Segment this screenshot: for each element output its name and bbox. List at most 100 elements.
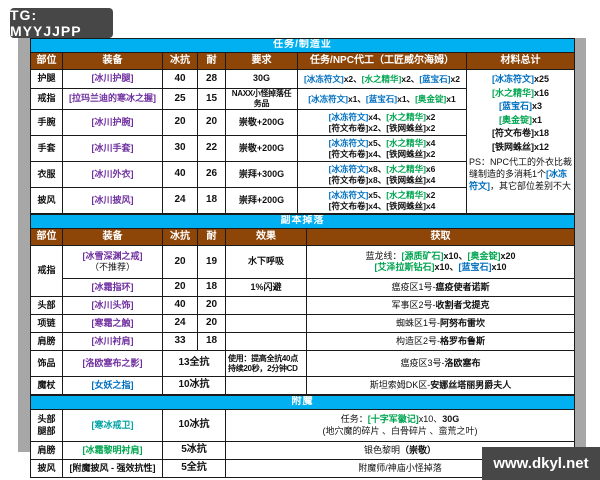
frost-resist-cell: 30 [162,135,198,162]
col-header-equipment: 装备 [62,52,163,70]
requirement-cell: 崇敬+200G [225,135,298,162]
table-row: 披风 [冰川披风] 24 18 崇拜+200G [冰冻符文]x5、[水之精华]x… [30,187,575,214]
item-cell: [冰雪深渊之戒] （不推荐） [62,245,163,279]
effect-cell [225,314,307,333]
section-title-quest-crafting: 任务/制造业 [29,38,576,53]
slot-cell: 披风 [30,187,63,214]
table-row: 任务/制造业 [29,38,576,53]
col-header-material-total: 材料总计 [465,52,576,70]
table-row: 头部 腿部 [寒冰戒卫] 10冰抗 任务：[十字军徽记]x10、30G (地穴魔的碎… [30,409,575,442]
stamina-cell: 18 [197,278,226,297]
materials-total-cell: [冰冻符文]x25 [水之精华]x16 [蓝宝石]x3 [奥金锭]x1 [符文布卷]x1… [465,69,576,214]
slot-cell: 头部 [30,296,63,315]
enchants-table: 附魔 头部 腿部 [寒冰戒卫] 10冰抗 任务：[十字军徽记]x10、30G (地穴… [30,395,575,478]
table-row: 副本掉落 [30,214,575,229]
item-cell: [冰川披风] [62,187,163,214]
obtain-cell: 任务：[十字军徽记]x10、30G (地穴魔的碎片 、白骨碎片 、蛮荒之叶) [225,409,575,442]
stamina-cell: 15 [197,88,226,110]
col-header-frost-resist: 冰抗 [162,52,198,70]
col-header-slot: 部位 [30,228,63,246]
obtain-cell: 瘟疫区3号-洛欧塞布 [306,350,575,377]
section-title-dungeon-drops: 副本掉落 [30,214,575,229]
obtain-cell: 军事区2号-收割者戈提克 [306,296,575,315]
col-header-equipment: 装备 [62,228,163,246]
effect-cell: 1%闪避 [225,278,307,297]
item-cell: [冰川衬肩] [62,332,163,351]
slot-cell: 头部 腿部 [30,409,63,442]
col-header-frost-resist: 冰抗 [162,228,198,246]
slot-cell: 护腿 [30,69,63,89]
requirement-cell: 崇拜+200G [225,187,298,214]
table-row: 戒指 [冰雪深渊之戒] （不推荐） 20 19 水下呼吸 蓝龙线：[源质矿石]x1… [30,245,575,297]
item-cell: [冰川护腿] [62,69,163,89]
requirement-cell: NAXX小怪掉落任务品 [225,88,298,110]
table-row: [冰霜指环] 20 18 1%闪避 瘟疫区1号-瘟疫使者诺斯 [31,278,575,297]
frost-resist-cell: 40 [162,161,198,188]
table-row: 肩膀 [冰川衬肩] 33 18 构造区2号-格罗布鲁斯 [30,332,575,351]
frost-resist-gear-tables: 任务/制造业 部位 装备 冰抗 耐 要求 任务/NPC代工（工匠威尔海姆） 材料… [29,38,576,478]
requirement-cell: 崇拜+300G [225,161,298,188]
stamina-cell: 28 [197,69,226,89]
effect-cell: 使用：提高全抗40点 持续20秒，2分钟CD [225,350,307,377]
item-cell: [冰川手套] [62,135,163,162]
dungeon-drops-table: 副本掉落 部位 装备 冰抗 耐 效果 获取 戒指 [冰雪深渊之戒] （不推荐） 2… [30,214,575,395]
materials-total-list: [冰冻符文]x25 [水之精华]x16 [蓝宝石]x3 [奥金锭]x1 [符文布卷]x1… [492,74,550,152]
item-cell: [冰川头饰] [62,296,163,315]
obtain-cell: 瘟疫区1号-瘟疫使者诺斯 [306,278,575,297]
slot-cell: 项链 [30,314,63,333]
effect-cell [225,332,307,351]
table-row: 部位 装备 冰抗 耐 要求 任务/NPC代工（工匠威尔海姆） 材料总计 [30,52,576,70]
slot-cell: 魔杖 [30,376,63,395]
slot-cell: 戒指 [30,245,63,297]
resist-all-cell: 10冰抗 [162,376,226,395]
item-cell: [寒霜之触] [62,314,163,333]
frost-resist-cell: 24 [162,187,198,214]
stamina-cell: 19 [197,245,226,279]
table-row: 护腿 [冰川护腿] 40 28 30G [冰冻符文]x2、[水之精华]x2、[蓝… [30,69,576,214]
right-gray-strip [574,38,586,466]
materials-cell: [冰冻符文]x8、[水之精华]x6 [符文布卷]x8、[铁网蛛丝]x4 [297,161,467,188]
stamina-cell: 22 [197,135,226,162]
effect-cell [225,376,307,395]
item-cell: [冰霜指环] [62,278,163,297]
frost-resist-cell: 20 [162,278,198,297]
resist-value-cell: 5冰抗 [162,441,226,460]
item-cell: [冰川外衣] [62,161,163,188]
table-row: 戒指 [拉玛兰迪的寒冰之握] 25 15 NAXX小怪掉落任务品 [冰冻符文]x… [30,88,575,110]
obtain-cell: 蜘蛛区1号-阿努布雷坎 [306,314,575,333]
stamina-cell: 18 [197,332,226,351]
item-cell: [洛欧塞布之影] [62,350,163,377]
table-row: 肩膀 [冰霜黎明衬肩] 5冰抗 银色黎明（崇敬） [30,441,575,460]
item-cell: [拉玛兰迪的寒冰之握] [62,88,163,110]
table-row: 部位 装备 冰抗 耐 效果 获取 [30,228,575,246]
stamina-cell: 18 [197,187,226,214]
table-row: 衣服 [冰川外衣] 40 26 崇拜+300G [冰冻符文]x8、[水之精华]x… [30,161,575,188]
item-cell: [寒冰戒卫] [62,409,163,442]
slot-cell: 手腕 [30,109,63,136]
left-gray-strip [18,38,30,452]
stamina-cell: 26 [197,161,226,188]
frost-resist-cell: 40 [162,296,198,315]
materials-cell: [冰冻符文]x5、[水之精华]x4 [符文布卷]x4、[铁网蛛丝]x2 [297,135,467,162]
watermark-badge: www.dkyl.net [482,447,600,480]
table-row: 饰品 [洛欧塞布之影] 13全抗 使用：提高全抗40点 持续20秒，2分钟CD 瘟… [30,350,575,377]
materials-cell: [冰冻符文]x4、[水之精华]x2 [符文布卷]x2、[铁网蛛丝]x2 [297,109,467,136]
col-header-npc-crafting: 任务/NPC代工（工匠威尔海姆） [297,52,467,70]
tg-contact-badge: TG: MYYJJPP [10,7,113,39]
frost-resist-cell: 24 [162,314,198,333]
col-header-effect: 效果 [225,228,307,246]
table-row: 附魔 [30,395,575,410]
item-cell: [附魔披风 - 强效抗性] [62,459,163,478]
slot-cell: 手套 [30,135,63,162]
requirement-cell: 崇敬+200G [225,109,298,136]
slot-cell: 肩膀 [30,441,63,460]
table-row: 手套 [冰川手套] 30 22 崇敬+200G [冰冻符文]x5、[水之精华]x… [30,135,575,162]
resist-value-cell: 10冰抗 [162,409,226,442]
col-header-requirement: 要求 [225,52,298,70]
frost-resist-cell: 40 [162,69,198,89]
item-cell: [冰霜黎明衬肩] [62,441,163,460]
frost-resist-cell: 25 [162,88,198,110]
effect-cell [225,296,307,315]
frost-resist-cell: 33 [162,332,198,351]
